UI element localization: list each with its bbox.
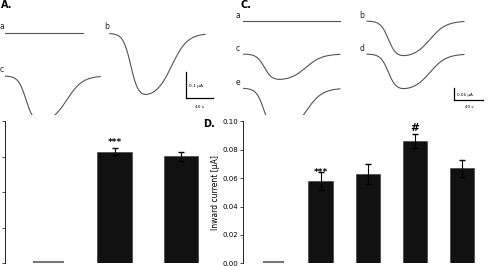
Bar [450,168,474,263]
Text: b: b [104,22,109,31]
Y-axis label: Inward current [μA]: Inward current [μA] [210,155,220,230]
Bar [402,141,427,263]
Text: 0.06 µA: 0.06 µA [457,93,473,97]
Bar [98,152,132,263]
Bar [308,181,333,263]
Text: d: d [360,44,364,53]
Text: 40 s: 40 s [464,105,473,109]
Bar [356,174,380,263]
Bar [164,156,198,263]
Text: a: a [0,22,4,31]
Text: 40 s: 40 s [195,105,204,109]
Text: c: c [0,65,4,74]
Text: ***: *** [314,168,328,177]
Text: c: c [236,44,240,53]
Text: b: b [360,11,364,20]
Text: A.: A. [0,1,12,10]
Text: C.: C. [240,1,252,10]
Text: #: # [410,123,420,133]
Text: e: e [236,78,240,87]
Text: ***: *** [108,138,122,147]
Text: 0.1 µA: 0.1 µA [189,84,203,88]
Text: D.: D. [202,119,214,128]
Text: a: a [236,11,240,20]
